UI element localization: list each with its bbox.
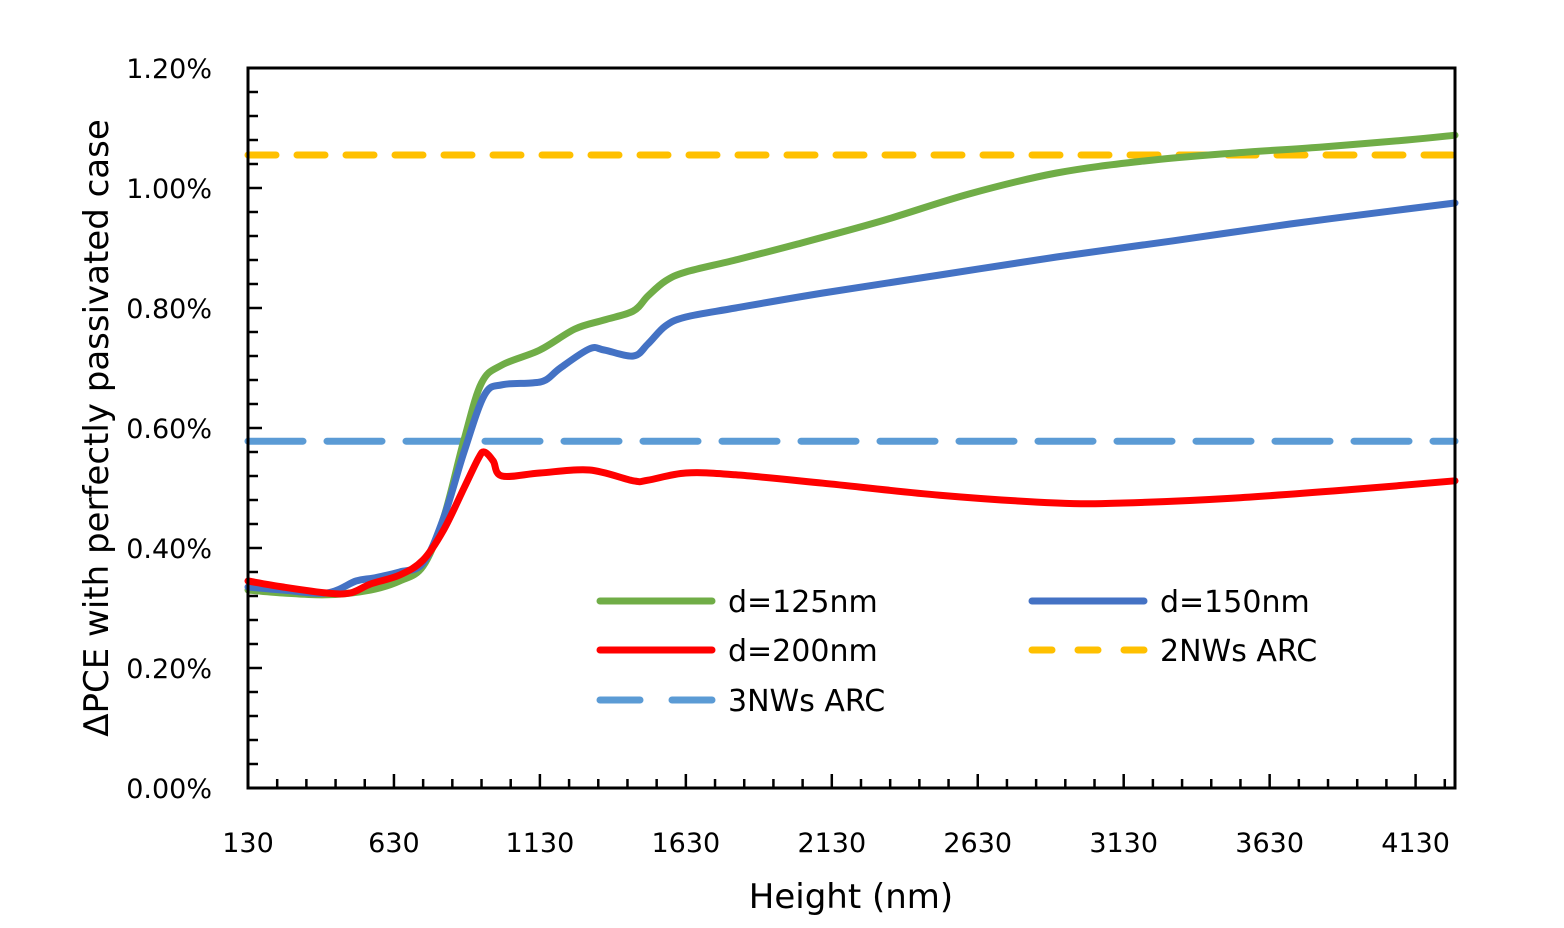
x-tick-label: 130 (222, 828, 274, 859)
legend-item: d=200nm (596, 634, 878, 669)
legend-label: d=200nm (728, 634, 878, 669)
legend-item: 3NWs ARC (596, 684, 885, 719)
x-tick-label: 2130 (797, 828, 866, 859)
y-tick-label: 1.00% (126, 174, 212, 205)
series-layer (244, 131, 1459, 599)
series-line-d-200nm (244, 448, 1459, 598)
y-axis-tick-labels: 0.00% 0.20% 0.40% 0.60% 0.80% 1.00% 1.20% (126, 54, 212, 805)
y-tick-label: 0.60% (126, 414, 212, 445)
y-axis-title: ΔPCE with perfectly passivated case (77, 119, 117, 737)
legend: d=125nm d=150nm d=200nm 2NWs ARC 3NWs ARC (596, 585, 1317, 719)
legend-label: d=125nm (728, 585, 878, 620)
legend-item: d=150nm (1028, 585, 1310, 620)
legend-item: d=125nm (596, 585, 878, 620)
legend-label: d=150nm (1160, 585, 1310, 620)
legend-item: 2NWs ARC (1028, 634, 1317, 669)
x-axis-tick-labels: 130 630 1130 1630 2130 2630 3130 3630 4130 (222, 828, 1450, 859)
series-line-d-150nm (244, 199, 1459, 597)
x-tick-label: 1130 (506, 828, 575, 859)
y-tick-label: 1.20% (126, 54, 212, 85)
legend-label: 2NWs ARC (1160, 634, 1317, 669)
plot-area-frame (246, 66, 1457, 790)
x-tick-label: 4130 (1381, 828, 1450, 859)
y-tick-label: 0.20% (126, 654, 212, 685)
y-tick-label: 0.80% (126, 294, 212, 325)
x-tick-label: 1630 (651, 828, 720, 859)
x-axis-title: Height (nm) (749, 877, 953, 917)
legend-label: 3NWs ARC (728, 684, 885, 719)
y-axis-ticks (248, 66, 262, 790)
series-line-d-125nm (244, 131, 1459, 599)
x-tick-label: 3630 (1235, 828, 1304, 859)
y-tick-label: 0.00% (126, 774, 212, 805)
x-tick-label: 630 (368, 828, 420, 859)
y-tick-label: 0.40% (126, 534, 212, 565)
x-tick-label: 2630 (943, 828, 1012, 859)
x-tick-label: 3130 (1089, 828, 1158, 859)
x-axis-ticks (246, 774, 1447, 788)
